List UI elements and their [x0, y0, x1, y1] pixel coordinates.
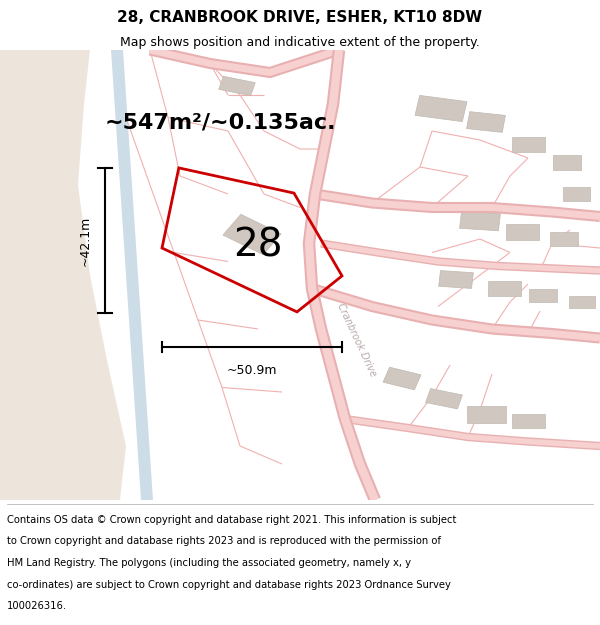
Bar	[467, 112, 505, 132]
Bar	[487, 281, 521, 296]
Bar	[219, 76, 255, 96]
Text: 28: 28	[233, 227, 283, 265]
Polygon shape	[111, 50, 153, 500]
Bar	[223, 214, 281, 254]
Text: ~42.1m: ~42.1m	[79, 216, 92, 266]
Text: co-ordinates) are subject to Crown copyright and database rights 2023 Ordnance S: co-ordinates) are subject to Crown copyr…	[7, 579, 451, 589]
Bar	[425, 389, 463, 409]
Text: ~50.9m: ~50.9m	[227, 364, 277, 377]
Bar	[563, 188, 589, 201]
Bar	[511, 137, 545, 152]
Text: ~547m²/~0.135ac.: ~547m²/~0.135ac.	[105, 112, 337, 132]
Bar	[383, 367, 421, 390]
Text: Contains OS data © Crown copyright and database right 2021. This information is : Contains OS data © Crown copyright and d…	[7, 515, 457, 525]
Bar	[460, 211, 500, 231]
Text: 100026316.: 100026316.	[7, 601, 67, 611]
Text: 28, CRANBROOK DRIVE, ESHER, KT10 8DW: 28, CRANBROOK DRIVE, ESHER, KT10 8DW	[118, 10, 482, 25]
Bar	[529, 289, 557, 302]
Bar	[467, 406, 506, 423]
Bar	[505, 224, 539, 240]
Text: Map shows position and indicative extent of the property.: Map shows position and indicative extent…	[120, 36, 480, 49]
Text: HM Land Registry. The polygons (including the associated geometry, namely x, y: HM Land Registry. The polygons (includin…	[7, 558, 411, 568]
Bar	[415, 96, 467, 122]
Bar	[569, 296, 595, 308]
Bar	[439, 271, 473, 288]
Text: to Crown copyright and database rights 2023 and is reproduced with the permissio: to Crown copyright and database rights 2…	[7, 536, 441, 546]
Text: Cranbrook Drive: Cranbrook Drive	[335, 302, 379, 379]
Bar	[553, 155, 581, 170]
Polygon shape	[0, 50, 126, 500]
Bar	[511, 414, 545, 429]
Bar	[550, 232, 578, 246]
